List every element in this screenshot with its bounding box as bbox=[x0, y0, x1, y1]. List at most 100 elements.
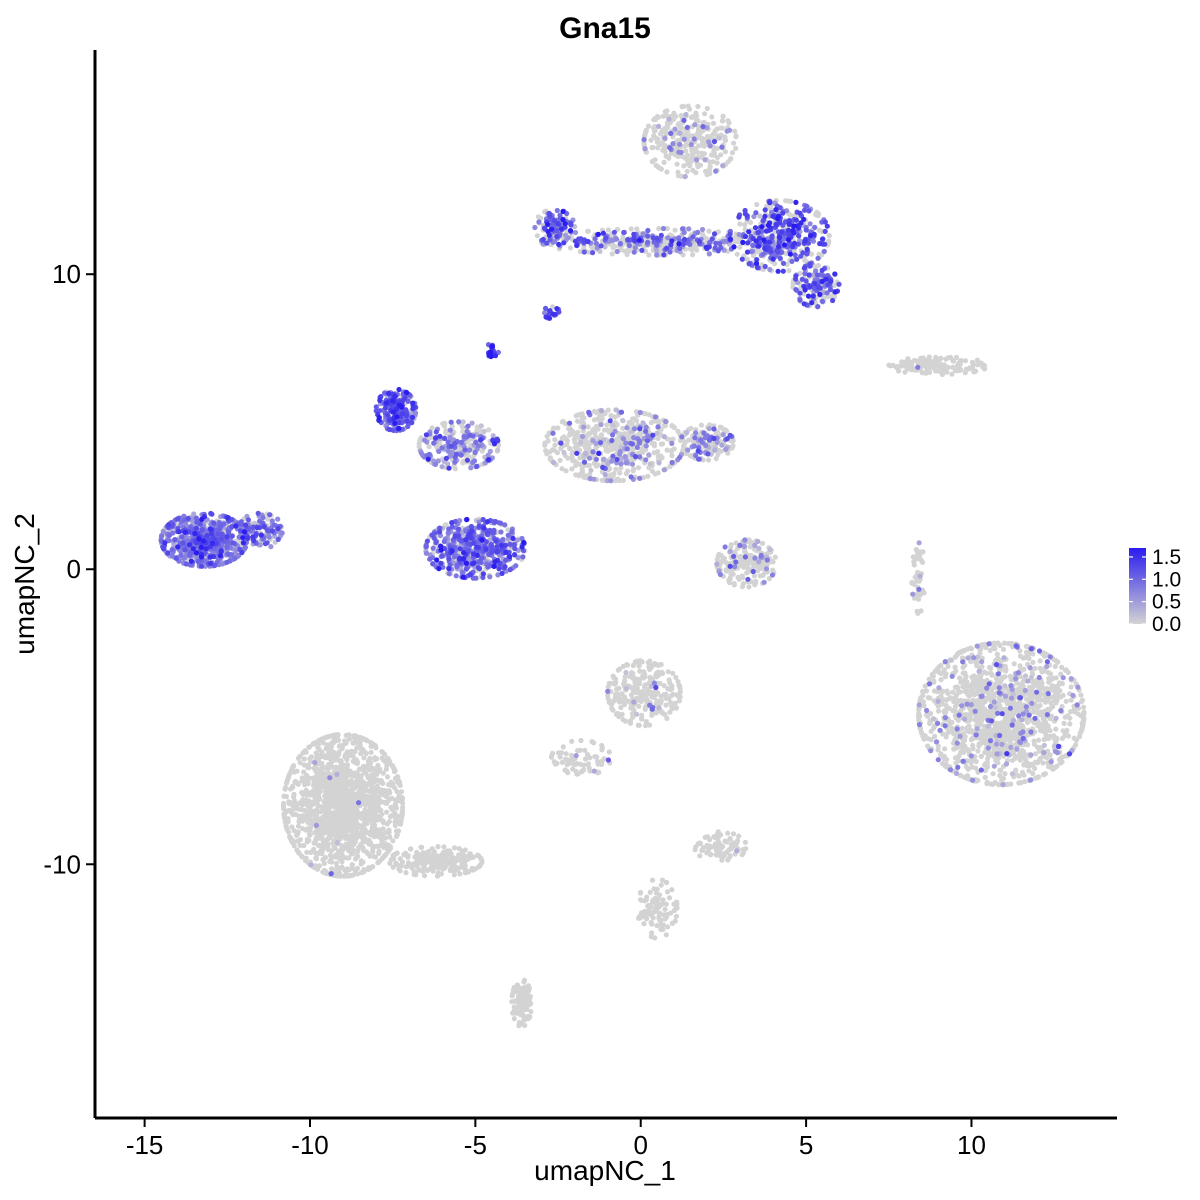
cell-point bbox=[643, 411, 649, 417]
cell-point bbox=[281, 811, 287, 817]
cell-point bbox=[965, 766, 971, 772]
cell-point bbox=[342, 754, 348, 760]
cell-point bbox=[733, 134, 739, 140]
cell-point bbox=[382, 792, 388, 798]
cell-point bbox=[715, 229, 722, 235]
cell-point bbox=[1063, 698, 1069, 704]
cell-point bbox=[665, 669, 671, 675]
cell-point bbox=[357, 786, 363, 792]
cell-point bbox=[646, 123, 652, 129]
cell-point bbox=[610, 673, 616, 679]
cell-point bbox=[577, 461, 584, 467]
cell-point bbox=[643, 719, 649, 725]
cell-point bbox=[1053, 675, 1059, 681]
cell-point bbox=[728, 845, 734, 851]
cell-point bbox=[961, 678, 967, 684]
cell-point bbox=[731, 140, 737, 146]
cell-point bbox=[938, 670, 944, 677]
cell-point bbox=[1077, 730, 1083, 736]
cell-point bbox=[802, 257, 808, 263]
cell-point bbox=[675, 122, 682, 128]
cell-point bbox=[625, 468, 631, 474]
cell-point bbox=[955, 368, 961, 374]
cell-point bbox=[386, 819, 392, 825]
cell-point bbox=[1013, 767, 1019, 773]
cell-point bbox=[312, 775, 318, 781]
cell-point bbox=[925, 357, 931, 363]
cell-point bbox=[569, 451, 575, 457]
cell-point bbox=[579, 416, 585, 422]
cell-point bbox=[636, 661, 642, 667]
cell-point bbox=[694, 149, 701, 155]
cell-point bbox=[714, 843, 720, 849]
cell-point bbox=[610, 446, 616, 452]
cell-point bbox=[1067, 721, 1073, 727]
cell-point bbox=[976, 743, 982, 749]
cell-point bbox=[1059, 680, 1065, 686]
cell-point bbox=[630, 670, 636, 676]
cell-point bbox=[477, 428, 483, 434]
cell-point bbox=[1039, 728, 1046, 734]
cell-point bbox=[290, 764, 296, 770]
cell-point bbox=[368, 814, 374, 820]
cell-point bbox=[680, 103, 687, 109]
cell-point bbox=[957, 358, 963, 364]
cell-point bbox=[417, 437, 423, 443]
cell-point bbox=[938, 677, 944, 683]
cell-point bbox=[788, 198, 794, 204]
cell-point bbox=[363, 750, 369, 757]
cell-point bbox=[930, 360, 936, 366]
cell-point bbox=[975, 748, 981, 754]
cell-point bbox=[710, 120, 717, 126]
cell-point bbox=[652, 418, 658, 424]
cell-point bbox=[753, 578, 759, 584]
cell-point bbox=[328, 857, 334, 864]
cell-point bbox=[1037, 658, 1043, 664]
cell-point bbox=[622, 248, 628, 254]
cell-point bbox=[938, 662, 944, 668]
cell-point bbox=[1081, 704, 1087, 710]
cell-point bbox=[644, 696, 650, 703]
cell-point bbox=[699, 847, 705, 854]
cell-point bbox=[372, 755, 378, 761]
cell-point bbox=[1016, 780, 1022, 786]
cell-point bbox=[962, 688, 968, 695]
cell-point bbox=[1013, 753, 1019, 759]
cell-point bbox=[1024, 696, 1030, 702]
cell-point bbox=[1053, 658, 1059, 664]
cell-point bbox=[1046, 679, 1052, 685]
cell-point bbox=[728, 156, 734, 162]
cell-point bbox=[671, 110, 677, 116]
cell-point bbox=[620, 477, 626, 483]
cell-point bbox=[963, 366, 969, 372]
cell-point bbox=[693, 844, 699, 850]
cell-point bbox=[383, 766, 389, 772]
cell-point bbox=[722, 838, 728, 844]
cell-point bbox=[641, 684, 648, 690]
cell-point bbox=[1030, 651, 1036, 657]
cell-point bbox=[544, 451, 550, 457]
cell-point bbox=[364, 820, 370, 827]
cell-point bbox=[360, 826, 366, 832]
cell-point bbox=[534, 233, 541, 239]
cell-point bbox=[372, 743, 378, 749]
cell-point bbox=[960, 684, 966, 690]
cell-point bbox=[636, 690, 643, 696]
cell-point bbox=[1036, 737, 1042, 743]
cell-point bbox=[727, 576, 733, 582]
cell-point bbox=[742, 549, 748, 555]
cell-point bbox=[956, 753, 962, 759]
cell-point bbox=[609, 251, 615, 257]
cell-point bbox=[605, 407, 611, 413]
cell-point bbox=[772, 260, 778, 267]
cell-point bbox=[919, 559, 926, 565]
cell-point bbox=[426, 444, 432, 450]
cell-point bbox=[707, 164, 713, 170]
cell-point bbox=[639, 716, 645, 722]
cell-point bbox=[945, 355, 951, 361]
cell-point bbox=[722, 137, 729, 143]
cell-point bbox=[920, 549, 926, 555]
cell-point bbox=[631, 684, 637, 690]
cell-point bbox=[306, 776, 312, 782]
cell-point bbox=[639, 446, 645, 452]
